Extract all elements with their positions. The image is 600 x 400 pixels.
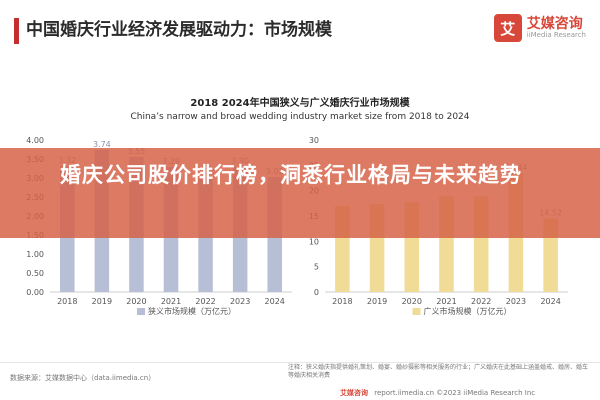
header: 中国婚庆行业经济发展驱动力：市场规模 艾 艾媒咨询 iiMedia Resear… xyxy=(0,0,600,64)
narrow-x-tick-label: 2019 xyxy=(92,297,112,306)
broad-x-tick-label: 2023 xyxy=(506,297,526,306)
narrow-y-tick-label: 0.50 xyxy=(26,269,44,278)
title-accent-bar xyxy=(14,18,19,44)
narrow-legend-swatch xyxy=(137,308,145,315)
broad-x-tick-label: 2024 xyxy=(540,297,560,306)
brand-logo[interactable]: 艾 艾媒咨询 iiMedia Research xyxy=(493,14,586,42)
overlay-banner xyxy=(0,148,600,238)
broad-x-tick-label: 2021 xyxy=(436,297,456,306)
narrow-y-tick-label: 1.00 xyxy=(26,250,44,259)
broad-y-tick-label: 0 xyxy=(314,288,319,297)
chart-title: 2018 2024年中国狭义与广义婚庆行业市场规模 xyxy=(190,98,410,109)
footer-source: 数据来源：艾媒数据中心（data.iimedia.cn） xyxy=(10,374,156,382)
narrow-y-tick-label: 4.00 xyxy=(26,136,44,145)
footer-copyright-text: report.iimedia.cn ©2023 iiMedia Research… xyxy=(374,389,536,397)
footer-note: 注释：狭义婚庆指提供婚礼策划、婚宴、婚纱摄影等相关服务的行业；广义婚庆在此基础上… xyxy=(288,364,589,379)
broad-y-tick-label: 5 xyxy=(314,263,319,272)
narrow-x-tick-label: 2022 xyxy=(195,297,215,306)
logo-icon: 艾 xyxy=(493,14,522,42)
narrow-legend-label: 狭义市场规模（万亿元） xyxy=(148,306,236,316)
footer-copyright: 艾媒咨询 report.iimedia.cn ©2023 iiMedia Res… xyxy=(340,388,535,398)
footer-divider xyxy=(0,362,600,363)
banner-text[interactable]: 婚庆公司股价排行榜，洞悉行业格局与未来趋势 xyxy=(60,163,522,187)
chart-subtitle: China’s narrow and broad wedding industr… xyxy=(130,112,470,122)
broad-x-tick-label: 2018 xyxy=(332,297,352,306)
broad-x-tick-label: 2020 xyxy=(402,297,422,306)
broad-y-tick-label: 10 xyxy=(309,237,319,246)
narrow-data-label: 3.74 xyxy=(93,140,111,149)
narrow-x-tick-label: 2023 xyxy=(230,297,250,306)
logo-subtitle: iiMedia Research xyxy=(526,30,586,39)
footer-brand: 艾媒咨询 xyxy=(340,389,368,397)
page-title: 中国婚庆行业经济发展驱动力：市场规模 xyxy=(26,20,332,40)
broad-legend-swatch xyxy=(412,308,421,315)
broad-y-tick-label: 30 xyxy=(309,136,319,145)
narrow-x-tick-label: 2021 xyxy=(161,297,181,306)
narrow-x-tick-label: 2018 xyxy=(57,297,77,306)
narrow-x-tick-label: 2020 xyxy=(126,297,146,306)
logo-name: 艾媒咨询 xyxy=(526,15,583,32)
narrow-x-tick-label: 2024 xyxy=(265,297,285,306)
narrow-y-tick-label: 0.00 xyxy=(26,288,44,297)
broad-x-tick-label: 2022 xyxy=(471,297,491,306)
broad-legend-label: 广义市场规模（万亿元） xyxy=(424,306,512,316)
broad-x-tick-label: 2019 xyxy=(367,297,387,306)
